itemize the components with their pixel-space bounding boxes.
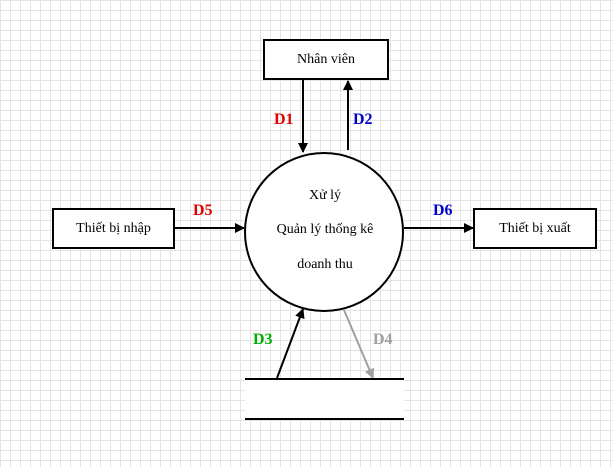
- entity-input-device[interactable]: Thiết bị nhập: [52, 208, 175, 249]
- process-label-line1: Xử lý: [308, 188, 342, 203]
- process-label-line2: Quản lý thống kê: [276, 222, 374, 237]
- entity-output-device[interactable]: Thiết bị xuất: [473, 208, 597, 249]
- entity-employee-label: Nhân viên: [297, 51, 355, 67]
- flow-label-d2: D2: [353, 111, 373, 128]
- entity-employee[interactable]: Nhân viên: [263, 39, 389, 80]
- flow-d4-arrow: [343, 309, 375, 379]
- data-store-background: [245, 378, 404, 420]
- flow-label-d5: D5: [193, 202, 213, 219]
- process-circle: [244, 152, 404, 312]
- flow-d3-arrow: [276, 308, 305, 379]
- flow-label-d3: D3: [253, 331, 273, 348]
- flow-label-d6: D6: [433, 202, 453, 219]
- entity-input-device-label: Thiết bị nhập: [76, 220, 151, 236]
- entity-output-device-label: Thiết bị xuất: [499, 220, 571, 236]
- process-label-line3: doanh thu: [297, 257, 353, 272]
- flow-label-d1: D1: [274, 111, 294, 128]
- flow-label-d4: D4: [373, 331, 393, 348]
